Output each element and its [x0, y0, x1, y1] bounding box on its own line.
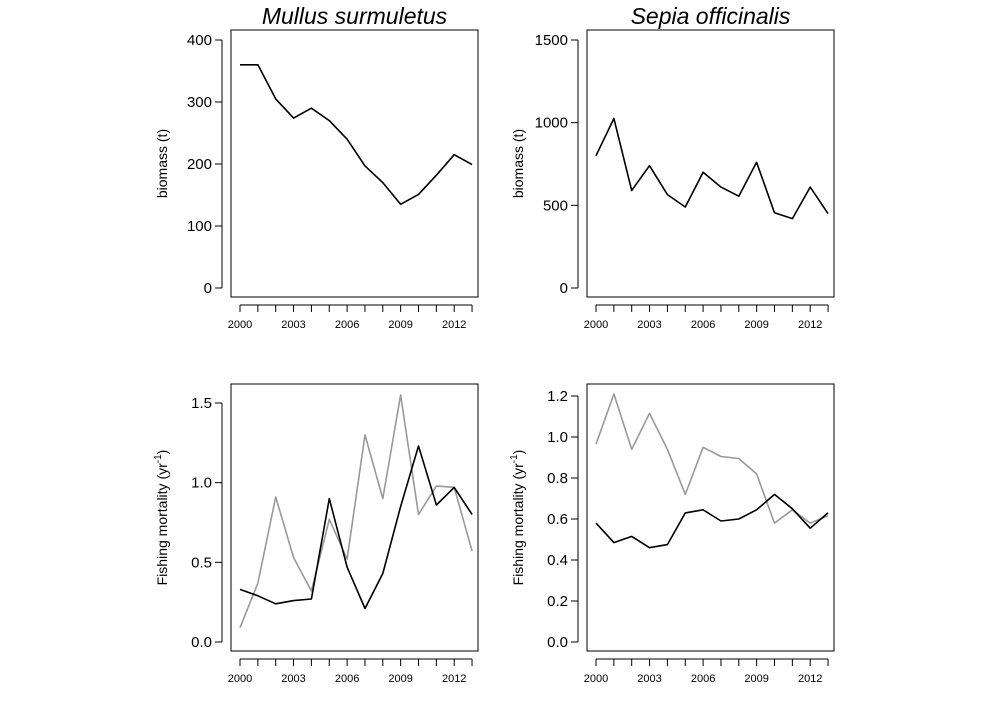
y-tick-label: 0: [204, 280, 212, 297]
y-tick-label: 1500: [535, 32, 568, 49]
y-axis-label: biomass (t): [510, 129, 526, 198]
panel-title: Mullus surmuletus: [262, 3, 448, 29]
y-axis-label: Fishing mortality (yr-1): [509, 450, 526, 586]
x-tick-label: 2006: [335, 319, 359, 331]
series-line-1: [239, 445, 473, 610]
y-tick-label: 0.5: [191, 554, 212, 571]
y-axis-label: Fishing mortality (yr-1): [153, 450, 170, 586]
y-tick-label: 0.6: [547, 511, 568, 528]
series-line-0: [240, 64, 473, 206]
y-tick-label: 0.0: [547, 634, 568, 651]
x-tick-label: 2009: [388, 319, 412, 331]
y-tick-label: 0.8: [547, 470, 568, 487]
y-tick-label: 1.2: [547, 388, 568, 405]
panel-title: Sepia officinalis: [631, 3, 791, 29]
x-tick-label: 2003: [637, 673, 661, 685]
x-tick-label: 2006: [691, 319, 715, 331]
y-tick-label: 0.0: [191, 634, 212, 651]
y-tick-label: 1.0: [547, 429, 568, 446]
y-tick-label: 300: [187, 94, 212, 111]
x-tick-label: 2012: [442, 673, 466, 685]
y-axis-label-superscript: -1: [509, 454, 520, 463]
x-tick-label: 2009: [388, 673, 412, 685]
y-axis-label-text: biomass (t): [154, 129, 170, 198]
x-tick-label: 2006: [335, 673, 359, 685]
x-tick-label: 2012: [442, 319, 466, 331]
x-tick-label: 2003: [637, 319, 661, 331]
series-line-0: [595, 117, 829, 220]
x-tick-label: 2006: [691, 673, 715, 685]
y-tick-label: 0.4: [547, 552, 568, 569]
series-line-0: [595, 393, 829, 524]
y-axis-label: biomass (t): [154, 129, 170, 198]
x-tick-label: 2003: [281, 673, 305, 685]
panel-mullus-biomass: Mullus surmuletus 0 100 200 300 400 biomass (t…: [154, 3, 479, 331]
y-tick-label: 0: [560, 280, 568, 297]
x-tick-label: 2000: [228, 319, 252, 331]
series-line-0: [239, 394, 473, 628]
y-axis-label-text: Fishing mortality (yr: [154, 463, 170, 585]
plot-frame: [586, 383, 835, 652]
series-line-1: [595, 493, 829, 549]
plot-frame: [230, 29, 479, 298]
y-tick-label: 100: [187, 218, 212, 235]
y-tick-label: 1.5: [191, 395, 212, 412]
y-axis-label-suffix: ): [154, 450, 170, 455]
y-axis-label-superscript: -1: [153, 454, 164, 463]
y-tick-label: 1.0: [191, 475, 212, 492]
x-tick-label: 2000: [584, 673, 608, 685]
y-tick-label: 200: [187, 156, 212, 173]
y-tick-label: 0.2: [547, 593, 568, 610]
x-tick-label: 2000: [228, 673, 252, 685]
plot-frame: [586, 29, 835, 298]
y-axis-label-text: biomass (t): [510, 129, 526, 198]
panel-sepia-biomass: Sepia officinalis 0 500 1000 1500 biomass (t)…: [510, 3, 835, 331]
panel-sepia-fishing-mortality: 0.0 0.2 0.4 0.6 0.8 1.0 1.2 Fishing mortality (…: [509, 383, 835, 685]
x-tick-label: 2003: [281, 319, 305, 331]
x-tick-label: 2012: [798, 673, 822, 685]
x-tick-label: 2009: [744, 319, 768, 331]
x-tick-label: 2009: [744, 673, 768, 685]
y-tick-label: 1000: [535, 115, 568, 132]
x-tick-label: 2012: [798, 319, 822, 331]
x-tick-label: 2000: [584, 319, 608, 331]
y-axis-label-text: Fishing mortality (yr: [510, 463, 526, 585]
panel-mullus-fishing-mortality: 0.0 0.5 1.0 1.5 Fishing mortality (yr-1) 2000…: [153, 383, 479, 685]
y-axis-label-suffix: ): [510, 450, 526, 455]
y-tick-label: 500: [543, 197, 568, 214]
y-tick-label: 400: [187, 32, 212, 49]
plot-frame: [230, 383, 479, 652]
